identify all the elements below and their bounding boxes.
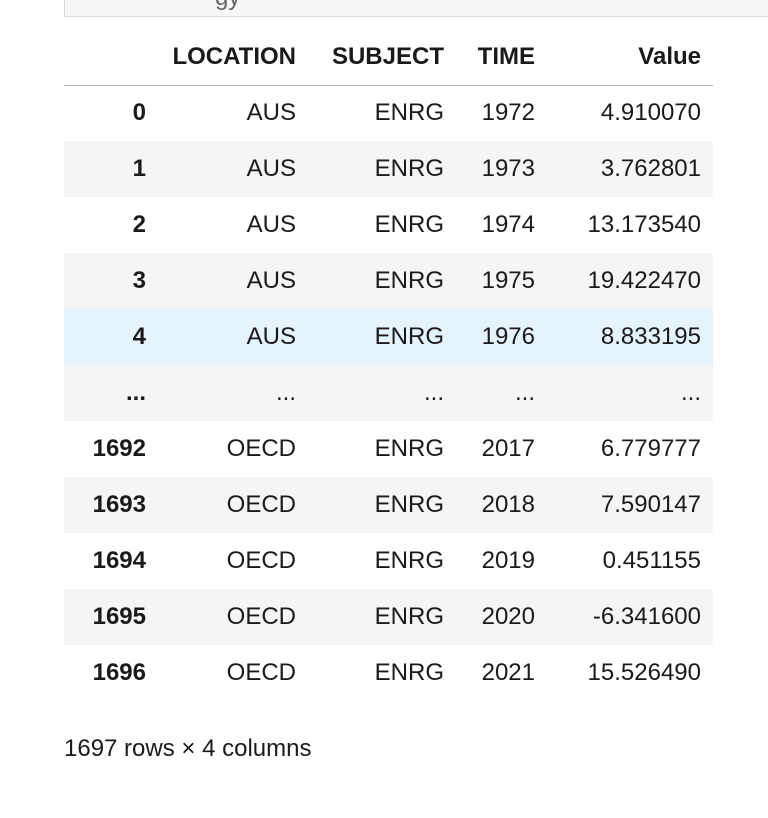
table-row: 1694 OECD ENRG 2019 0.451155 (64, 533, 713, 589)
table-row: 2 AUS ENRG 1974 13.173540 (64, 197, 713, 253)
previous-cell-text-fragment: gy (215, 0, 240, 12)
cell-time: 2018 (481, 491, 535, 518)
cell-time: 1976 (481, 323, 535, 350)
cell-time: 2017 (481, 435, 535, 462)
cell-value: ... (680, 379, 701, 406)
cell-subject: ENRG (374, 323, 444, 350)
column-header-value: Value (547, 29, 713, 86)
column-header-index (64, 29, 158, 86)
cell-subject: ENRG (374, 155, 444, 182)
cell-location: AUS (246, 211, 296, 238)
cell-location: OECD (226, 659, 296, 686)
table-row-ellipsis: ... ... ... ... ... (64, 365, 713, 421)
cell-location: OECD (226, 491, 296, 518)
cell-location: OECD (226, 435, 296, 462)
cell-location: ... (275, 379, 296, 406)
cell-location: AUS (246, 155, 296, 182)
cell-time: 2021 (481, 659, 535, 686)
cell-location: AUS (246, 99, 296, 127)
cell-subject: ... (423, 379, 444, 406)
cell-subject: ENRG (374, 547, 444, 574)
table-row: 1692 OECD ENRG 2017 6.779777 (64, 421, 713, 477)
column-header-subject: SUBJECT (308, 29, 456, 86)
row-index: 1693 (92, 491, 146, 518)
dataframe-shape-summary: 1697 rows × 4 columns (64, 735, 312, 762)
cell-subject: ENRG (374, 659, 444, 686)
cell-value: 13.173540 (587, 211, 701, 238)
table-header-row: LOCATION SUBJECT TIME Value (64, 29, 713, 86)
table-row: 1696 OECD ENRG 2021 15.526490 (64, 645, 713, 701)
row-index: 3 (132, 267, 146, 294)
row-index: 1692 (92, 435, 146, 462)
cell-subject: ENRG (374, 603, 444, 630)
column-header-time: TIME (456, 29, 547, 86)
cell-location: OECD (226, 603, 296, 630)
cell-value: 15.526490 (587, 659, 701, 686)
cell-value: 0.451155 (602, 547, 701, 574)
cell-time: 1972 (481, 99, 535, 127)
row-index: 2 (132, 211, 146, 238)
cell-subject: ENRG (374, 435, 444, 462)
cell-subject: ENRG (374, 491, 444, 518)
cell-time: 1973 (481, 155, 535, 182)
cell-value: 4.910070 (600, 99, 701, 127)
table-row: 1695 OECD ENRG 2020 -6.341600 (64, 589, 713, 645)
cell-subject: ENRG (374, 267, 444, 294)
row-index: 1696 (92, 659, 146, 686)
cell-location: OECD (226, 547, 296, 574)
cell-time: 2020 (481, 603, 535, 630)
row-index: 0 (132, 99, 146, 127)
cell-value: 19.422470 (587, 267, 701, 294)
table-row-hovered: 4 AUS ENRG 1976 8.833195 (64, 309, 713, 365)
dataframe-output: LOCATION SUBJECT TIME Value 0 AUS ENRG 1… (64, 29, 713, 701)
cell-subject: ENRG (374, 211, 444, 238)
cell-time: 1974 (481, 211, 535, 238)
cell-location: AUS (246, 267, 296, 294)
cell-value: 7.590147 (600, 491, 701, 518)
cell-time: 2019 (481, 547, 535, 574)
row-index: 1695 (92, 603, 146, 630)
cell-time: 1975 (481, 267, 535, 294)
row-index: 1694 (92, 547, 146, 574)
row-index: ... (125, 379, 146, 406)
dataframe-table: LOCATION SUBJECT TIME Value 0 AUS ENRG 1… (64, 29, 713, 701)
cell-value: 8.833195 (600, 323, 701, 350)
cell-value: 3.762801 (600, 155, 701, 182)
table-row: 1693 OECD ENRG 2018 7.590147 (64, 477, 713, 533)
table-row: 3 AUS ENRG 1975 19.422470 (64, 253, 713, 309)
previous-cell-output: gy (64, 0, 768, 17)
table-row: 1 AUS ENRG 1973 3.762801 (64, 141, 713, 197)
cell-value: -6.341600 (592, 603, 701, 630)
cell-subject: ENRG (374, 99, 444, 127)
cell-location: AUS (246, 323, 296, 350)
cell-value: 6.779777 (600, 435, 701, 462)
table-row: 0 AUS ENRG 1972 4.910070 (64, 85, 713, 141)
column-header-location: LOCATION (158, 29, 308, 86)
row-index: 1 (132, 155, 146, 182)
row-index: 4 (132, 323, 146, 350)
cell-time: ... (514, 379, 535, 406)
